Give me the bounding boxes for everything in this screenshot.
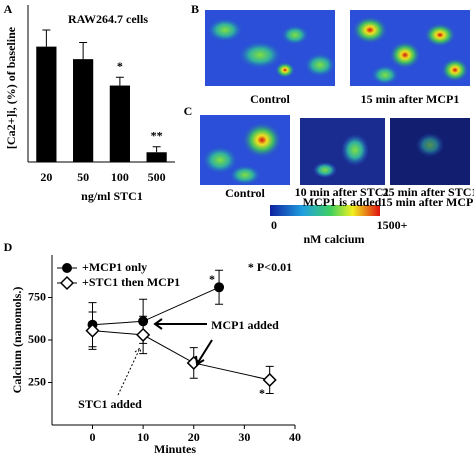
y-tick-label: 250 bbox=[28, 374, 46, 388]
annotation: * P<0.01 bbox=[248, 260, 292, 274]
series-line bbox=[92, 330, 270, 381]
x-tick-label: 50 bbox=[77, 170, 89, 184]
image-caption: 15 min after MCP1 bbox=[381, 195, 474, 209]
y-tick-label: 750 bbox=[28, 289, 46, 303]
panel-label: C bbox=[184, 104, 193, 118]
legend-marker bbox=[62, 263, 72, 273]
arrow bbox=[153, 318, 207, 330]
image-b2 bbox=[350, 10, 470, 86]
panel-label: A bbox=[4, 2, 13, 16]
colorbar-title: nM calcium bbox=[304, 232, 365, 246]
x-axis-label: ng/ml STC1 bbox=[81, 189, 143, 203]
annotation: * bbox=[209, 272, 215, 286]
image-caption: 10 min after STC1 bbox=[295, 185, 390, 199]
annotation: * bbox=[117, 59, 123, 73]
colorbar-label: 1500+ bbox=[377, 218, 408, 232]
image-caption: 15 min after MCP1 bbox=[361, 92, 460, 106]
annotation: MCP1 added bbox=[211, 318, 279, 332]
image-c3 bbox=[390, 118, 470, 185]
x-tick-label: 10 bbox=[137, 430, 149, 444]
image-caption: 25 min after STC1 bbox=[383, 185, 474, 199]
legend-marker bbox=[59, 275, 75, 291]
annotation: ** bbox=[151, 128, 163, 142]
colorbar-label: 0 bbox=[271, 218, 277, 232]
marker bbox=[136, 327, 151, 342]
legend-label: +MCP1 only bbox=[82, 260, 147, 274]
bar bbox=[73, 59, 94, 162]
image-caption: MCP1 is added bbox=[303, 195, 382, 209]
x-tick-label: 40 bbox=[289, 430, 301, 444]
x-tick-label: 500 bbox=[148, 170, 166, 184]
bar bbox=[146, 152, 167, 162]
panel-label: B bbox=[191, 2, 199, 16]
arrow bbox=[117, 347, 142, 396]
y-axis-label: Calcium (nanomols.) bbox=[10, 287, 24, 394]
image-caption: Control bbox=[225, 186, 265, 200]
marker bbox=[262, 372, 277, 388]
image-caption: Control bbox=[250, 92, 290, 106]
series-line bbox=[92, 286, 220, 326]
annotation: STC1 added bbox=[78, 397, 142, 411]
colorbar bbox=[270, 205, 380, 216]
panel-label: D bbox=[4, 240, 13, 254]
annotation: * bbox=[259, 386, 265, 400]
marker bbox=[85, 323, 100, 338]
y-tick-label: 500 bbox=[28, 332, 46, 346]
arrow bbox=[195, 339, 213, 366]
error-bar bbox=[115, 76, 124, 86]
legend-label: +STC1 then MCP1 bbox=[82, 275, 180, 289]
error-bar bbox=[42, 29, 51, 47]
error-bar bbox=[152, 146, 161, 153]
image-b1 bbox=[205, 10, 336, 86]
x-tick-label: 20 bbox=[188, 430, 200, 444]
error-bar bbox=[79, 41, 88, 60]
y-axis-label: [Ca2+]i, (%) of baseline bbox=[4, 26, 18, 149]
x-tick-label: 20 bbox=[40, 170, 52, 184]
chart-title: RAW264.7 cells bbox=[68, 12, 148, 26]
x-tick-label: 30 bbox=[238, 430, 250, 444]
bar bbox=[36, 46, 57, 162]
x-tick-label: 100 bbox=[111, 170, 129, 184]
bar bbox=[109, 85, 130, 162]
image-c1 bbox=[200, 115, 290, 185]
image-c2 bbox=[300, 118, 385, 185]
marker bbox=[214, 282, 225, 293]
x-tick-label: 0 bbox=[90, 430, 96, 444]
x-axis-label: Minutes bbox=[154, 442, 196, 456]
